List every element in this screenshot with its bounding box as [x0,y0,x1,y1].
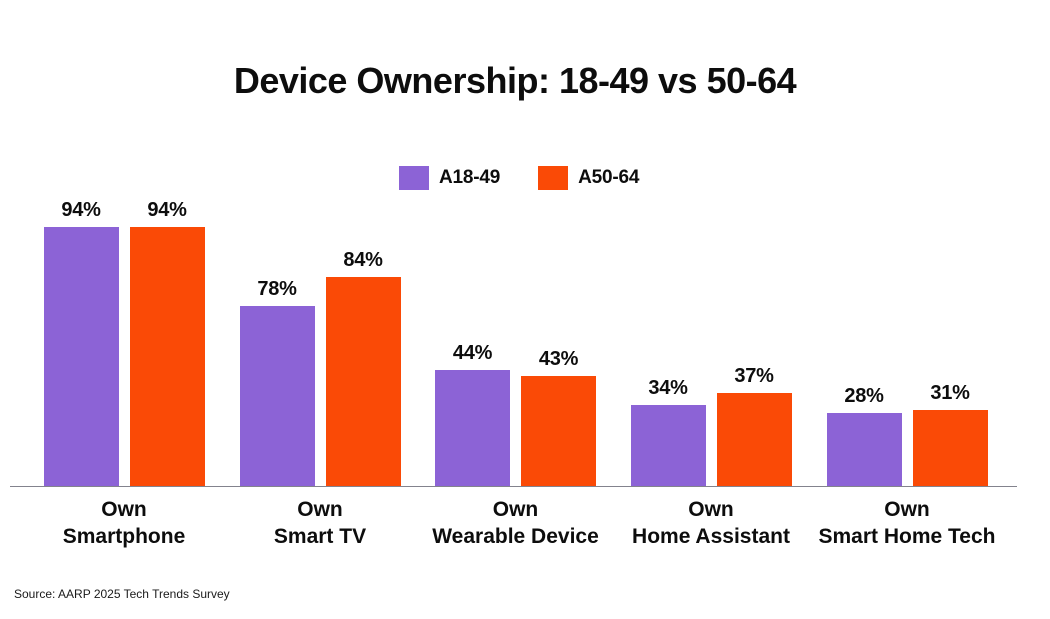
category-label-1: Own Smartphone [14,496,234,550]
legend-swatch-a18-49 [399,166,429,190]
category-label-3: Own Wearable Device [406,496,626,550]
category-label-2: Own Smart TV [210,496,430,550]
bar-a50-64-5 [912,410,988,486]
bar-a50-64-2 [325,277,401,486]
bar-a50-64-1 [129,227,205,486]
category-label-line: Smartphone [62,525,186,548]
category-label-line: Own [492,498,539,521]
category-label-line: Smart Home Tech [818,525,996,548]
value-label-a50-64-5: 31% [930,382,970,404]
bar-a50-64-3 [521,376,596,486]
value-label-a18-49-5: 28% [844,385,884,407]
category-label-line: Home Assistant [632,525,790,548]
category-label-line: Smart TV [273,525,367,548]
bar-a50-64-4 [716,393,792,486]
x-axis-line [10,486,1017,487]
legend-item-a50-64: A50-64 [538,166,639,190]
bar-a18-49-2 [239,306,315,486]
value-label-a18-49-1: 94% [61,199,101,221]
value-label-a18-49-2: 78% [257,278,297,300]
category-label-line: Wearable Device [432,525,599,548]
value-label-a18-49-4: 34% [648,377,688,399]
bar-a18-49-1 [43,227,119,486]
legend-swatch-a50-64 [538,166,569,190]
chart-title: Device Ownership: 18-49 vs 50-64 [233,60,797,101]
legend-label-a50-64: A50-64 [578,167,640,188]
value-label-a18-49-3: 44% [452,342,493,364]
source-note: Source: AARP 2025 Tech Trends Survey [14,587,230,601]
category-label-line: Own [688,498,734,521]
bar-a18-49-4 [630,405,706,486]
category-label-line: Own [297,498,343,521]
value-label-a50-64-4: 37% [734,365,774,387]
value-label-a50-64-1: 94% [147,199,187,221]
category-label-4: Own Home Assistant [601,496,821,550]
category-label-line: Own [101,498,147,521]
legend-item-a18-49: A18-49 [399,166,500,190]
bar-a18-49-5 [826,413,902,486]
legend-label-a18-49: A18-49 [439,167,501,188]
value-label-a50-64-2: 84% [343,249,383,271]
category-label-line: Own [884,498,930,521]
category-label-5: Own Smart Home Tech [797,496,1017,550]
bar-a18-49-3 [435,370,510,486]
legend: A18-49 A50-64 [399,166,639,190]
value-label-a50-64-3: 43% [538,348,579,370]
